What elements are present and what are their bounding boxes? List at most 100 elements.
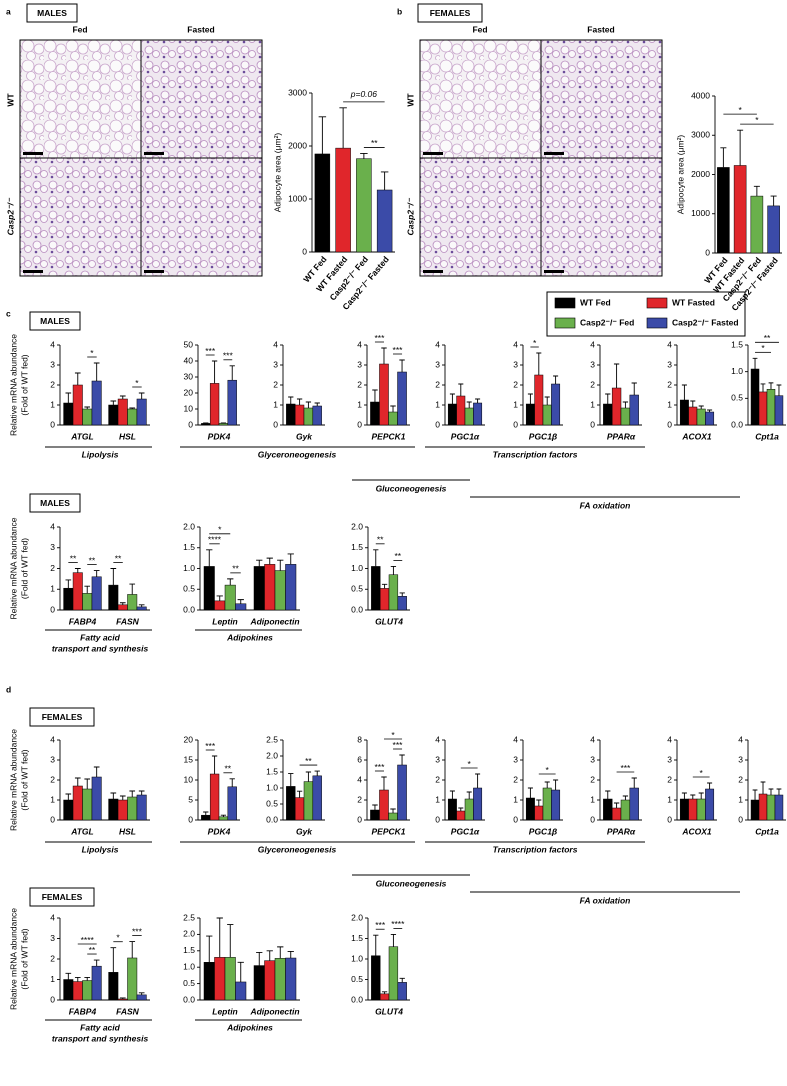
group-label: transport and synthesis — [52, 1033, 149, 1043]
significance-label: *** — [132, 926, 143, 936]
bar — [750, 368, 760, 426]
y-tick-label: 4 — [435, 734, 440, 744]
error-bar — [296, 398, 303, 405]
y-tick-label: 3 — [273, 359, 278, 369]
error-bar — [527, 787, 533, 798]
y-tick-label: 1 — [273, 399, 278, 409]
error-bar — [553, 375, 559, 384]
significance-label: *** — [375, 920, 386, 930]
significance-label: * — [468, 759, 472, 769]
label-box-text: MALES — [40, 498, 70, 508]
y-tick-label: 4 — [435, 339, 440, 349]
error-bar — [631, 777, 637, 788]
label-box-text: FEMALES — [430, 8, 471, 18]
error-bar — [287, 553, 294, 565]
error-bar — [84, 406, 91, 409]
bar — [201, 423, 211, 426]
error-bar — [229, 365, 235, 381]
significance-label: * — [90, 348, 94, 358]
legend-swatch — [646, 317, 668, 329]
y-axis-label: Adipocyte area (μm²) — [675, 135, 685, 215]
bar — [750, 799, 760, 821]
bar — [551, 789, 561, 821]
error-bar — [119, 602, 126, 605]
bar — [63, 799, 74, 821]
bar — [705, 788, 715, 821]
y-tick-label: 2.0 — [183, 521, 195, 531]
error-bar — [631, 382, 637, 395]
error-bar — [681, 384, 687, 400]
legend-label: WT Fed — [580, 297, 611, 307]
significance-label: ** — [371, 138, 378, 148]
label-box-text: FEMALES — [42, 892, 83, 902]
gene-label: FABP4 — [69, 616, 97, 626]
error-bar — [399, 592, 405, 597]
error-bar — [93, 959, 100, 967]
error-bar — [256, 951, 263, 966]
bar — [227, 786, 237, 821]
y-tick-label: 4 — [590, 734, 595, 744]
significance-label: *** — [393, 345, 404, 355]
y-axis-label: (Fold of WT fed) — [19, 928, 29, 989]
bar — [525, 403, 535, 426]
bar — [72, 572, 83, 611]
y-tick-label: 0 — [50, 604, 55, 614]
bar — [91, 380, 102, 426]
significance-label: *** — [375, 333, 386, 343]
error-bar — [613, 363, 620, 388]
error-bar — [288, 396, 294, 404]
error-bar — [698, 405, 704, 409]
y-tick-label: 0.0 — [266, 814, 278, 824]
bar — [214, 957, 226, 1001]
y-tick-label: 4000 — [691, 90, 710, 100]
scale-bar — [144, 152, 164, 155]
label-box — [29, 311, 81, 331]
y-tick-label: 3 — [50, 542, 55, 552]
y-tick-label: 1 — [50, 794, 55, 804]
bar — [218, 423, 229, 426]
error-bar — [74, 568, 81, 573]
error-bar — [622, 401, 629, 408]
bar — [774, 395, 784, 426]
legend-swatch — [554, 297, 576, 309]
error-bar — [698, 792, 704, 799]
error-bar — [138, 790, 145, 795]
bar — [717, 167, 730, 254]
error-bar — [449, 790, 455, 799]
y-tick-label: 1 — [50, 584, 55, 594]
error-bar — [138, 392, 145, 399]
bar — [218, 816, 229, 821]
bar — [312, 405, 322, 426]
error-bar — [84, 977, 91, 981]
bar — [696, 798, 706, 821]
bar — [774, 794, 784, 821]
bar — [370, 809, 380, 821]
y-tick-label: 1000 — [691, 208, 710, 218]
significance-label: * — [391, 730, 395, 740]
gene-label: PDK4 — [208, 431, 231, 441]
bar — [224, 584, 236, 611]
error-bar — [65, 392, 72, 403]
group-label: FA oxidation — [580, 895, 631, 905]
y-tick-label: 2 — [50, 953, 55, 963]
histology-image — [419, 157, 542, 277]
bar — [264, 960, 276, 1001]
gene-label: ATGL — [70, 431, 94, 441]
y-tick-label: 0 — [705, 247, 710, 257]
y-tick-label: 0 — [513, 814, 518, 824]
y-tick-label: 0.5 — [351, 974, 363, 984]
y-tick-label: 4 — [357, 339, 362, 349]
y-tick-label: 4 — [357, 774, 362, 784]
error-bar — [84, 778, 91, 789]
scale-bar — [144, 270, 164, 273]
significance-label: *** — [205, 346, 216, 356]
error-bar — [527, 393, 533, 404]
error-bar — [206, 549, 213, 567]
scale-bar — [544, 152, 564, 155]
legend-swatch — [554, 317, 576, 329]
error-bar — [681, 792, 687, 799]
error-bar — [458, 807, 464, 811]
error-bar — [65, 793, 72, 800]
bar — [136, 398, 147, 426]
